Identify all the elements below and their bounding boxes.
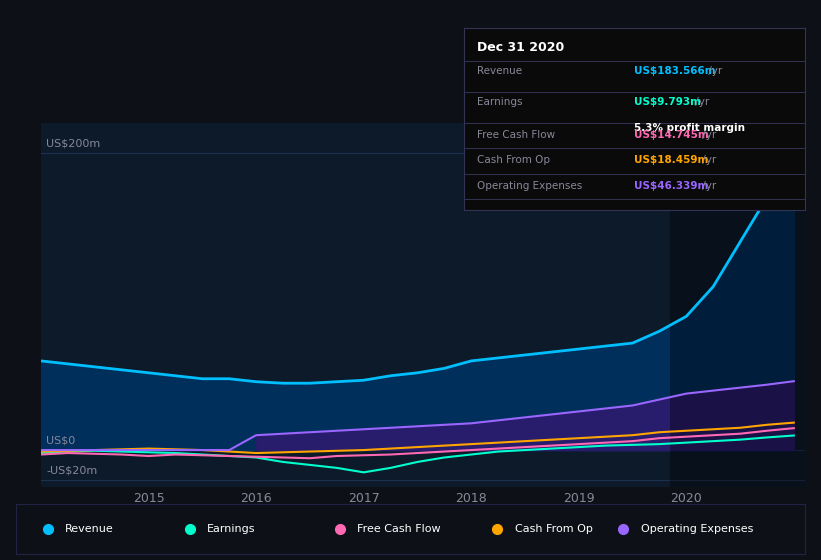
Text: /yr: /yr bbox=[705, 66, 722, 76]
Text: US$200m: US$200m bbox=[47, 138, 101, 148]
Text: US$0: US$0 bbox=[47, 436, 76, 446]
Text: Operating Expenses: Operating Expenses bbox=[640, 524, 753, 534]
Text: /yr: /yr bbox=[692, 97, 709, 107]
Bar bbox=[670, 123, 805, 487]
Text: /yr: /yr bbox=[699, 130, 716, 140]
Text: US$14.745m: US$14.745m bbox=[635, 130, 709, 140]
Text: Free Cash Flow: Free Cash Flow bbox=[357, 524, 441, 534]
Text: US$183.566m: US$183.566m bbox=[635, 66, 716, 76]
Text: Earnings: Earnings bbox=[478, 97, 523, 107]
Text: Operating Expenses: Operating Expenses bbox=[478, 181, 583, 191]
Text: Cash From Op: Cash From Op bbox=[478, 155, 551, 165]
Text: Revenue: Revenue bbox=[66, 524, 114, 534]
Text: /yr: /yr bbox=[699, 155, 716, 165]
Text: 5.3% profit margin: 5.3% profit margin bbox=[635, 123, 745, 133]
Text: US$9.793m: US$9.793m bbox=[635, 97, 701, 107]
Text: /yr: /yr bbox=[699, 181, 716, 191]
Text: Cash From Op: Cash From Op bbox=[515, 524, 593, 534]
Text: Dec 31 2020: Dec 31 2020 bbox=[478, 41, 565, 54]
Text: -US$20m: -US$20m bbox=[47, 465, 98, 475]
Text: US$46.339m: US$46.339m bbox=[635, 181, 709, 191]
Text: Earnings: Earnings bbox=[207, 524, 255, 534]
Text: US$18.459m: US$18.459m bbox=[635, 155, 709, 165]
Text: Revenue: Revenue bbox=[478, 66, 523, 76]
Text: Free Cash Flow: Free Cash Flow bbox=[478, 130, 556, 140]
